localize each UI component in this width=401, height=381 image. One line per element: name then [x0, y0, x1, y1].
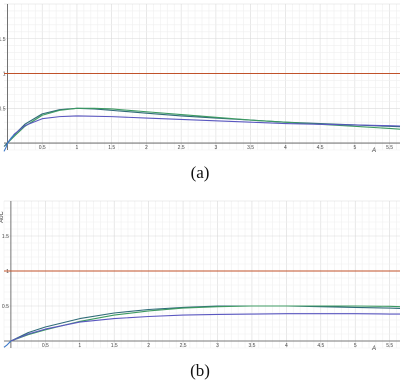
- series-line-3: [10, 313, 400, 342]
- panel-caption: (a): [191, 163, 210, 182]
- x-tick-label: 4.5: [317, 343, 324, 349]
- x-tick-label: 3: [215, 145, 218, 151]
- series-line-4: [3, 134, 15, 152]
- grid: [3, 200, 400, 349]
- x-tick-label: 2.5: [178, 145, 185, 151]
- x-tick-label: 5: [354, 343, 357, 349]
- x-tick-label: 2: [147, 343, 150, 349]
- series-line-1: [10, 305, 401, 342]
- x-tick-label: 4: [285, 343, 288, 349]
- chart-panel-b: 0.5 1 1.5 2 2.5 3 3.5 4 4.5 5 5.5 0.5 1 1.5 A AoC (b): [0, 200, 401, 380]
- x-tick-label: 5.5: [386, 145, 393, 151]
- x-tick-label: 5: [353, 145, 356, 151]
- x-tick-label: 1.5: [111, 343, 118, 349]
- x-tick-label: 4: [284, 145, 287, 151]
- x-tick-label: 1.5: [108, 145, 115, 151]
- x-tick-label: 0.5: [42, 343, 49, 349]
- x-axis-label: A: [371, 148, 376, 154]
- y-axis-label: AoC: [0, 13, 1, 26]
- panel-caption: (b): [190, 361, 210, 380]
- x-tick-label: 3: [216, 343, 219, 349]
- y-tick-label: 1.5: [2, 234, 9, 240]
- y-tick-label: 1: [3, 72, 6, 78]
- x-tick-label: 4.5: [317, 145, 324, 151]
- series-line-3: [7, 115, 401, 144]
- x-tick-label: 2.5: [180, 343, 187, 349]
- chart-panel-a: 0.5 1 1.5 2 2.5 3 3.5 4 4.5 5 5.5 0.5 1 1.5 A AoC (a): [0, 3, 401, 182]
- y-tick-label: 0.5: [2, 304, 9, 310]
- x-axis-label: A: [371, 346, 376, 352]
- series-line-4: [3, 340, 12, 348]
- x-tick-label: 1: [76, 145, 79, 151]
- x-tick-label: 3.5: [248, 343, 255, 349]
- grid: [4, 3, 400, 151]
- x-tick-label: 5.5: [386, 343, 393, 349]
- x-tick-label: 3.5: [247, 145, 254, 151]
- y-tick-label: 0.5: [0, 106, 6, 112]
- y-tick-label: 1.5: [0, 37, 6, 43]
- series-line-1: [3, 107, 401, 147]
- y-tick-label: 1: [6, 269, 9, 275]
- x-tick-label: 2: [145, 145, 148, 151]
- x-tick-label: 0.5: [39, 145, 46, 151]
- y-axis-label: AoC: [0, 210, 5, 223]
- x-tick-label: 1: [78, 343, 81, 349]
